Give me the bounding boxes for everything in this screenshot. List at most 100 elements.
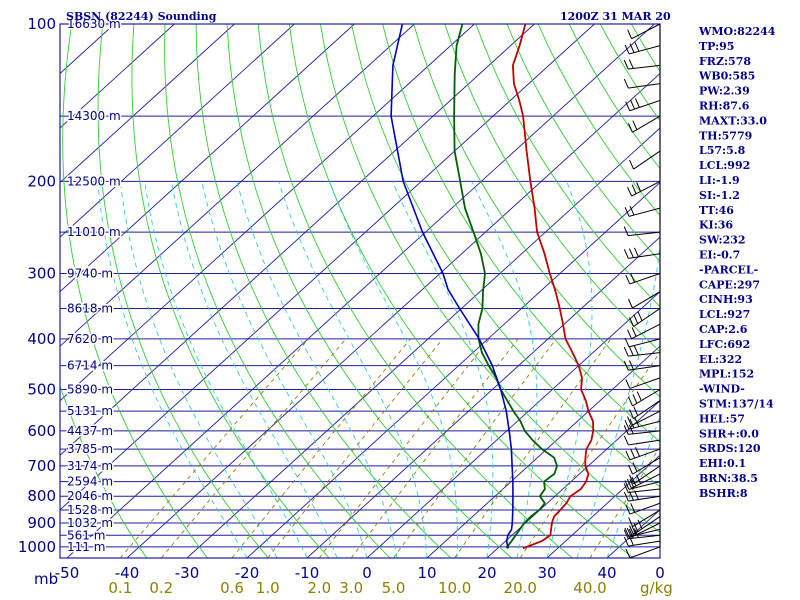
- height-label: 5131 m: [67, 404, 113, 418]
- wind-barb-flag: [623, 361, 629, 371]
- wind-barb-flag: [623, 226, 629, 236]
- wind-barb: [628, 352, 661, 357]
- height-label: 2594 m: [67, 475, 113, 489]
- wind-barb-flag: [623, 491, 629, 502]
- wind-barb-flag: [628, 360, 634, 370]
- wind-barb-flag: [623, 78, 629, 89]
- pressure-tick-label: 600: [27, 422, 56, 440]
- wind-barb-flag: [623, 483, 629, 493]
- index-line: TH:5779: [699, 129, 752, 142]
- dry-adiabat-line: [97, 24, 269, 558]
- height-label: 6714 m: [67, 359, 113, 373]
- temperature-tick-label: 30: [537, 564, 556, 582]
- wind-barb-flag: [624, 207, 630, 217]
- height-label: 561 m: [67, 528, 105, 542]
- wind-barb-flag: [633, 522, 639, 532]
- index-line: BSHR:8: [699, 487, 748, 500]
- height-label: 16630 m: [67, 17, 121, 31]
- temperature-tick-label: 40: [597, 564, 616, 582]
- wind-barb: [628, 83, 661, 89]
- wind-barb-flag: [628, 464, 634, 475]
- temperature-tick-label: 0: [362, 564, 372, 582]
- temperature-tick-label: -10: [295, 564, 320, 582]
- height-label: 11010 m: [67, 225, 121, 239]
- temperature-tick-label: -20: [235, 564, 260, 582]
- wind-barb-flag: [635, 447, 640, 457]
- mixing-ratio-tick-label: 2.0: [307, 579, 331, 597]
- wind-barb-flag: [625, 548, 631, 559]
- wind-barb: [628, 420, 661, 430]
- wind-barb-flag: [629, 418, 635, 429]
- wind-barb-flag: [633, 314, 639, 324]
- wind-barb-flag: [627, 29, 633, 39]
- moist-adiabat-line: [391, 181, 494, 558]
- wind-barb-flag: [629, 205, 635, 216]
- mixing-ratio-line: [318, 338, 490, 558]
- temperature-tick-label: -30: [175, 564, 200, 582]
- isotherm-line: [60, 24, 235, 184]
- dry-adiabat-line: [195, 24, 452, 558]
- wind-barb-flag: [637, 519, 643, 529]
- isotherm-line: [60, 24, 415, 347]
- index-line: STM:137/14: [699, 398, 774, 411]
- mixing-ratio-line: [160, 338, 347, 558]
- wind-barb: [629, 377, 661, 389]
- index-line: WB0:585: [698, 70, 755, 83]
- wind-barb-flag: [636, 182, 642, 192]
- pressure-tick-label: 700: [27, 457, 56, 475]
- mixing-ratio-unit: g/kg: [640, 579, 673, 597]
- wind-barb: [629, 502, 661, 515]
- index-line: SRDS:120: [699, 442, 761, 455]
- wind-barb-flag: [628, 517, 634, 527]
- dry-adiabat-line: [62, 24, 208, 558]
- height-label: 3785 m: [67, 442, 113, 456]
- temperature-tick-label: -50: [55, 564, 80, 582]
- pressure-tick-label: 300: [27, 264, 56, 282]
- height-label: 1528 m: [67, 503, 113, 517]
- wind-barb-flag: [634, 247, 639, 258]
- pressure-tick-label: 100: [27, 15, 56, 33]
- mixing-ratio-tick-label: 1.0: [256, 579, 280, 597]
- isotherm-line: [60, 24, 175, 129]
- mixing-ratio-line: [119, 338, 310, 558]
- wind-barb-flag: [624, 419, 630, 430]
- moist-adiabat-line: [144, 181, 308, 558]
- index-line: CAP:2.6: [699, 323, 748, 336]
- isotherm-line: [366, 291, 660, 558]
- wind-barb: [628, 430, 661, 435]
- wind-barb-flag: [625, 274, 631, 285]
- mixing-ratio-tick-label: 40.0: [573, 579, 606, 597]
- wind-barb-flag: [630, 503, 636, 513]
- pressure-tick-label: 400: [27, 330, 56, 348]
- wind-barb-flag: [628, 298, 633, 309]
- isotherm-line: [306, 236, 660, 558]
- mixing-ratio-line: [589, 446, 660, 558]
- pressure-tick-label: 200: [27, 172, 56, 190]
- wind-barb-flag: [631, 327, 637, 337]
- height-label: 7620 m: [67, 332, 113, 346]
- isotherm-line: [60, 24, 535, 456]
- wind-barb-flag: [633, 406, 639, 416]
- mixing-ratio-tick-label: 3.0: [339, 579, 363, 597]
- wind-barb: [631, 23, 661, 40]
- index-line: LFC:692: [699, 338, 750, 351]
- height-label: 111 m: [67, 540, 105, 554]
- wind-barb-flag: [624, 337, 630, 348]
- index-line: CINH:93: [699, 293, 753, 306]
- index-line: LCL:992: [699, 159, 750, 172]
- moist-adiabat-line: [201, 181, 368, 558]
- wind-barb-flag: [630, 448, 636, 459]
- wind-barb: [628, 64, 661, 70]
- dewpoint-profile: [453, 24, 558, 549]
- wind-barb: [628, 231, 661, 237]
- wind-barb: [633, 150, 661, 170]
- wind-barb-flag: [634, 417, 640, 427]
- wind-barb: [633, 465, 661, 485]
- dry-adiabat-line: [257, 24, 573, 558]
- wind-barb: [628, 481, 661, 490]
- grid-layer: [60, 24, 660, 558]
- index-line: RH:87.6: [699, 100, 750, 113]
